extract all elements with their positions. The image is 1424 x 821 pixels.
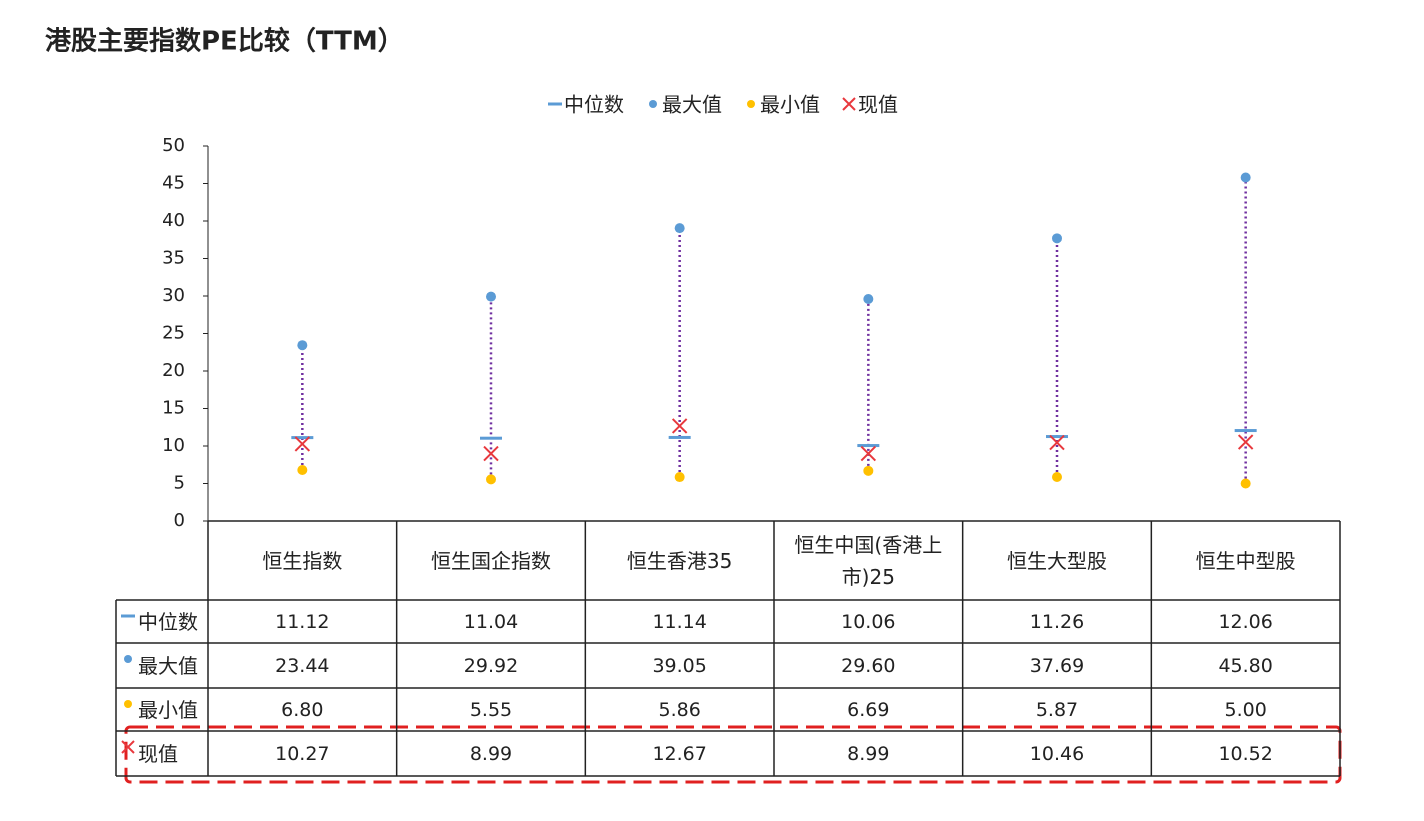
table-header-cell: 恒生国企指数 — [397, 521, 586, 600]
y-tick-label: 50 — [162, 135, 185, 156]
min-mark — [297, 465, 308, 475]
current-mark — [1049, 434, 1065, 451]
table-value: 10.27 — [275, 743, 329, 765]
max-mark — [1052, 233, 1062, 244]
row-label: 现值 — [138, 742, 178, 766]
min-mark — [486, 474, 496, 485]
y-tick-label: 10 — [162, 435, 185, 456]
min-mark — [1052, 471, 1062, 482]
min-mark — [1240, 478, 1251, 489]
table-header-cell: 恒生指数 — [208, 521, 397, 600]
table-value: 6.69 — [847, 699, 889, 721]
current-mark — [1237, 434, 1254, 450]
category-text: 恒生香港35 — [626, 548, 733, 573]
current-mark — [860, 445, 877, 462]
table-value: 11.04 — [464, 611, 518, 633]
table-value: 11.12 — [275, 611, 329, 633]
max-mark — [674, 223, 685, 234]
category-label: 恒生中国(香港上市)25 — [774, 521, 963, 600]
category-label: 恒生中型股 — [1151, 521, 1340, 600]
median-mark — [1234, 429, 1257, 433]
y-tick-label: 15 — [162, 398, 185, 419]
median-mark — [857, 444, 880, 448]
table-header-cell: 恒生大型股 — [963, 521, 1152, 600]
table-header-cell: 恒生中型股 — [1151, 521, 1340, 600]
category-label: 恒生香港35 — [585, 521, 774, 600]
y-tick-label: 35 — [162, 248, 185, 269]
current-mark — [671, 418, 688, 434]
legend-marker — [747, 100, 755, 108]
category-label: 恒生大型股 — [963, 521, 1152, 600]
legend-marker — [548, 102, 562, 106]
chart-title: 港股主要指数PE比较（TTM） — [45, 26, 404, 57]
category-label: 恒生指数 — [208, 521, 397, 600]
category-text: 恒生中型股 — [1195, 548, 1296, 573]
y-tick-label: 5 — [174, 473, 185, 494]
legend-marker — [121, 614, 135, 618]
table-value: 5.87 — [1036, 699, 1078, 721]
legend-marker — [649, 100, 657, 108]
y-tick-label: 30 — [162, 285, 185, 306]
table-value: 8.99 — [847, 743, 889, 765]
table-value: 45.80 — [1218, 655, 1272, 677]
current-mark — [483, 445, 499, 462]
table-value: 5.86 — [659, 699, 701, 721]
min-mark — [863, 465, 874, 476]
row-label: 最小值 — [138, 698, 198, 722]
category-label: 恒生国企指数 — [397, 521, 586, 600]
y-tick-label: 0 — [174, 510, 185, 531]
table-value: 5.55 — [470, 699, 512, 721]
median-mark — [668, 435, 691, 439]
table-value: 23.44 — [275, 655, 329, 677]
legend-marker — [124, 655, 132, 663]
table-header-cell: 恒生中国(香港上市)25 — [774, 521, 963, 600]
table-value: 39.05 — [652, 655, 706, 677]
legend-label: 最大值 — [662, 93, 722, 117]
category-text: 恒生中国(香港上市)25 — [794, 532, 943, 589]
y-tick-label: 20 — [162, 360, 185, 381]
table-value: 37.69 — [1030, 655, 1084, 677]
y-tick-label: 45 — [162, 173, 185, 194]
legend-marker — [124, 700, 132, 708]
legend-label: 中位数 — [564, 93, 624, 117]
median-mark — [291, 436, 314, 440]
legend-marker — [842, 97, 856, 111]
table-value: 5.00 — [1225, 699, 1267, 721]
table-value: 6.80 — [281, 699, 323, 721]
table-value: 10.06 — [841, 611, 895, 633]
table-value: 11.26 — [1030, 611, 1084, 633]
category-text: 恒生大型股 — [1006, 548, 1107, 573]
table-value: 8.99 — [470, 743, 512, 765]
table-value: 11.14 — [652, 611, 706, 633]
category-text: 恒生国企指数 — [430, 548, 551, 573]
table-value: 10.46 — [1030, 743, 1084, 765]
table-value: 29.60 — [841, 655, 895, 677]
category-text: 恒生指数 — [262, 548, 343, 573]
legend-label: 现值 — [858, 93, 898, 117]
current-mark — [294, 436, 311, 452]
median-mark — [480, 436, 502, 440]
legend-marker — [121, 740, 135, 754]
max-mark — [486, 291, 496, 302]
row-label: 最大值 — [138, 654, 198, 678]
max-mark — [863, 294, 874, 304]
table-value: 12.67 — [652, 743, 706, 765]
table-value: 12.06 — [1218, 611, 1272, 633]
table-header-cell: 恒生香港35 — [585, 521, 774, 600]
table-value: 10.52 — [1218, 743, 1272, 765]
row-label: 中位数 — [138, 610, 198, 634]
legend-label: 最小值 — [760, 93, 820, 117]
median-mark — [1046, 435, 1068, 439]
table-value: 29.92 — [464, 655, 518, 677]
max-mark — [1240, 172, 1251, 183]
max-mark — [297, 340, 308, 351]
min-mark — [674, 472, 685, 483]
y-tick-label: 25 — [162, 323, 185, 344]
y-tick-label: 40 — [162, 210, 185, 231]
